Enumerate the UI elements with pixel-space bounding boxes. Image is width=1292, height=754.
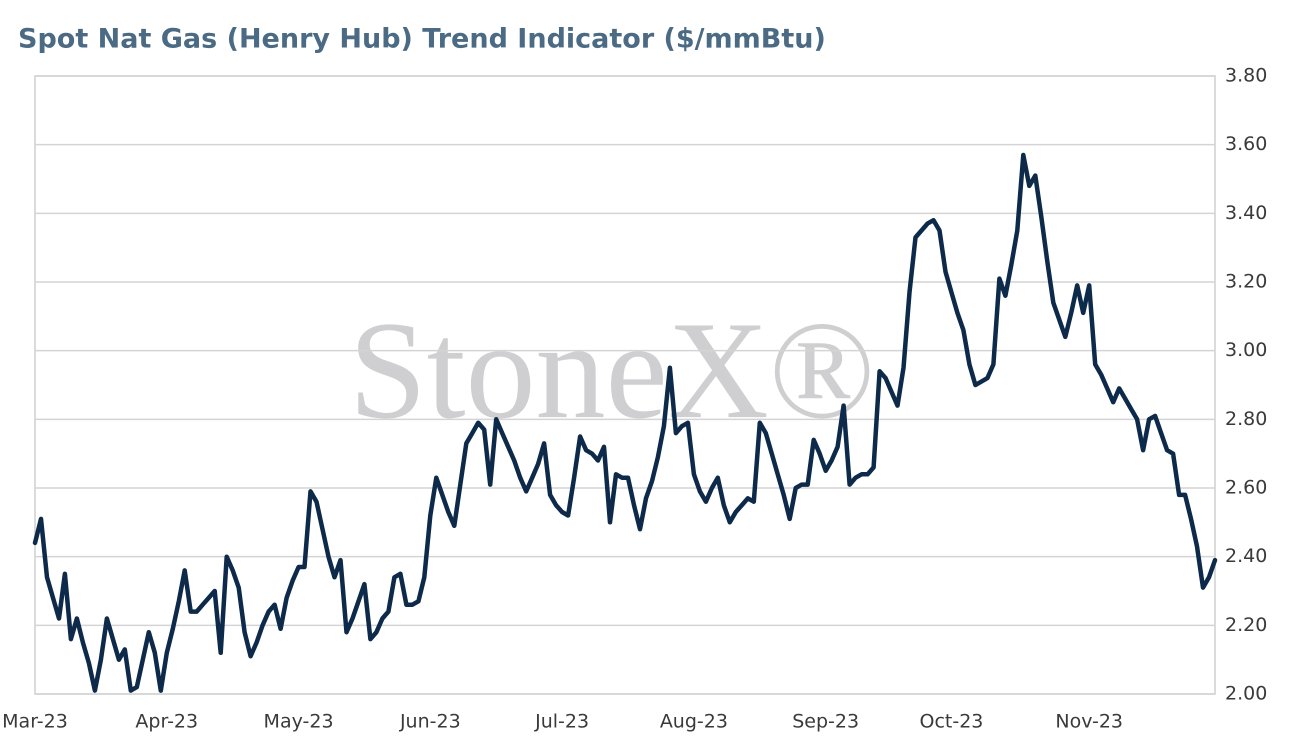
watermark: StoneX®: [349, 293, 875, 448]
y-tick-label: 3.20: [1225, 271, 1267, 293]
y-tick-label: 2.00: [1225, 683, 1267, 705]
price-line: [32, 152, 1218, 693]
y-tick-label: 3.60: [1225, 133, 1267, 155]
y-tick-label: 3.00: [1225, 339, 1267, 361]
y-tick-label: 3.80: [1225, 65, 1267, 87]
x-tick-label: Apr-23: [135, 711, 198, 733]
y-tick-label: 2.60: [1225, 477, 1267, 499]
x-tick-label: Sep-23: [792, 711, 859, 733]
x-tick-label: Oct-23: [920, 711, 984, 733]
x-tick-label: Jun-23: [399, 711, 461, 733]
x-tick-label: Nov-23: [1055, 711, 1123, 733]
y-tick-label: 2.20: [1225, 614, 1267, 636]
x-tick-label: Mar-23: [2, 711, 68, 733]
chart-title: Spot Nat Gas (Henry Hub) Trend Indicator…: [18, 24, 826, 55]
x-tick-label: May-23: [264, 711, 334, 733]
x-tick-label: Aug-23: [660, 711, 728, 733]
x-tick-label: Jul-23: [534, 711, 589, 733]
y-tick-label: 3.40: [1225, 202, 1267, 224]
y-tick-label: 2.80: [1225, 408, 1267, 430]
y-tick-label: 2.40: [1225, 545, 1267, 567]
